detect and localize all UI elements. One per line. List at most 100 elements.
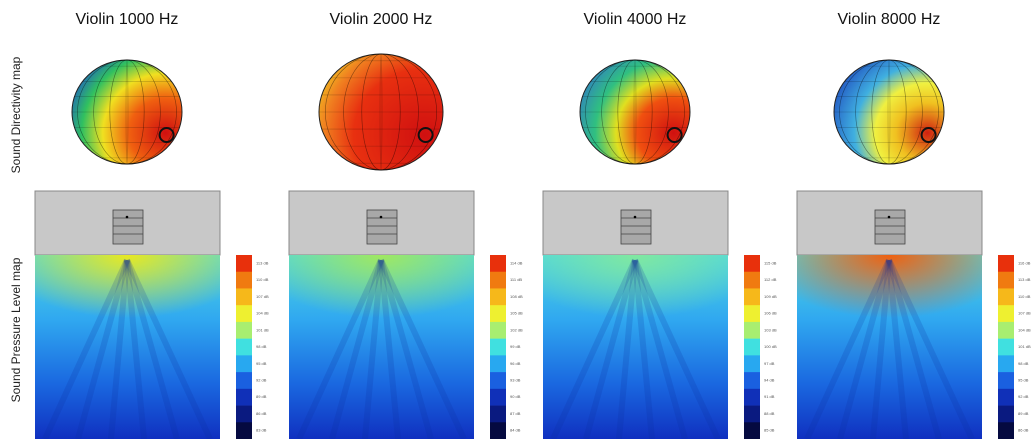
column-title: Violin 4000 Hz (584, 11, 687, 28)
colorbar-label: 86 dB (1018, 428, 1029, 433)
colorbar-label: 91 dB (764, 394, 775, 399)
colorbar-label: 94 dB (764, 378, 775, 383)
colorbar-swatch (490, 322, 506, 339)
colorbar-label: 113 dB (1018, 277, 1031, 282)
colorbar-swatch (490, 372, 506, 389)
colorbar-label: 98 dB (256, 344, 267, 349)
panel-column: Violin 2000 Hz114 dB111 dB108 dB105 dB10… (289, 11, 523, 439)
colorbar-label: 89 dB (256, 394, 267, 399)
colorbar-swatch (236, 322, 252, 339)
colorbar-swatch (998, 339, 1014, 356)
colorbar-swatch (236, 339, 252, 356)
colorbar-label: 102 dB (510, 327, 523, 332)
colorbar-swatch (236, 389, 252, 406)
source-point (634, 216, 637, 219)
colorbar-swatch (744, 355, 760, 372)
colorbar-swatch (744, 322, 760, 339)
colorbar-swatch (490, 406, 506, 423)
colorbar-swatch (744, 422, 760, 439)
colorbar-swatch (744, 389, 760, 406)
colorbar-label: 90 dB (510, 394, 521, 399)
colorbar-swatch (744, 288, 760, 305)
colorbar-label: 99 dB (510, 344, 521, 349)
colorbar-label: 85 dB (764, 428, 775, 433)
colorbar-label: 110 dB (256, 277, 269, 282)
colorbar-swatch (490, 355, 506, 372)
column-title: Violin 2000 Hz (330, 11, 433, 28)
colorbar-swatch (998, 255, 1014, 272)
colorbar-label: 103 dB (764, 327, 777, 332)
column-title: Violin 1000 Hz (76, 11, 179, 28)
row-label: Sound Directivity map (9, 56, 23, 173)
colorbar-swatch (998, 305, 1014, 322)
colorbar-swatch (236, 422, 252, 439)
colorbar-swatch (998, 322, 1014, 339)
colorbar-label: 86 dB (256, 411, 267, 416)
colorbar-swatch (236, 355, 252, 372)
colorbar-label: 89 dB (1018, 411, 1029, 416)
colorbar-label: 83 dB (256, 428, 267, 433)
colorbar-label: 100 dB (764, 344, 777, 349)
colorbar-swatch (998, 406, 1014, 423)
colorbar-swatch (998, 355, 1014, 372)
colorbar-label: 98 dB (1018, 361, 1029, 366)
source-icon (113, 210, 143, 244)
colorbar-label: 106 dB (764, 311, 777, 316)
colorbar-label: 109 dB (764, 294, 777, 299)
source-point (380, 216, 383, 219)
panel-column: Violin 8000 Hz 116 dB 113 dB 110 dB 107 dB 10… (797, 11, 1031, 439)
colorbar-swatch (236, 255, 252, 272)
colorbar-label: 107 dB (256, 294, 269, 299)
colorbar-label: 88 dB (764, 411, 775, 416)
colorbar-label: 96 dB (510, 361, 521, 366)
colorbar-label: 107 dB (1018, 311, 1031, 316)
colorbar-label: 114 dB (510, 260, 523, 265)
colorbar-swatch (490, 272, 506, 289)
colorbar-label: 111 dB (510, 277, 522, 282)
column-title: Violin 8000 Hz (838, 11, 941, 28)
colorbar-swatch (490, 288, 506, 305)
colorbar-swatch (236, 272, 252, 289)
colorbar-swatch (490, 339, 506, 356)
colorbar-label: 101 dB (1018, 344, 1031, 349)
source-point (126, 216, 129, 219)
colorbar-swatch (744, 255, 760, 272)
colorbar-label: 92 dB (256, 378, 267, 383)
colorbar-swatch (744, 372, 760, 389)
colorbar-swatch (998, 422, 1014, 439)
colorbar-label: 87 dB (510, 411, 521, 416)
colorbar-swatch (490, 305, 506, 322)
colorbar-swatch (490, 255, 506, 272)
colorbar-label: 110 dB (1018, 294, 1031, 299)
source-point (888, 216, 891, 219)
colorbar-swatch (744, 406, 760, 423)
source-icon (367, 210, 397, 244)
source-icon (621, 210, 651, 244)
colorbar-swatch (236, 288, 252, 305)
colorbar-swatch (998, 372, 1014, 389)
colorbar-label: 92 dB (1018, 394, 1029, 399)
colorbar-label: 97 dB (764, 361, 775, 366)
colorbar-label: 108 dB (510, 294, 523, 299)
row-label: Sound Pressure Level map (9, 257, 23, 402)
panel-column: Violin 1000 Hz 113 dB 110 dB 107 dB 104 dB 10… (35, 11, 269, 439)
colorbar-swatch (236, 305, 252, 322)
colorbar-swatch (998, 272, 1014, 289)
colorbar-label: 112 dB (764, 277, 777, 282)
colorbar-label: 104 dB (1018, 327, 1031, 332)
colorbar-swatch (744, 339, 760, 356)
colorbar-label: 116 dB (1018, 260, 1031, 265)
colorbar-label: 113 dB (256, 260, 269, 265)
colorbar-swatch (490, 422, 506, 439)
source-icon (875, 210, 905, 244)
colorbar-swatch (744, 272, 760, 289)
colorbar-label: 84 dB (510, 428, 521, 433)
colorbar-label: 93 dB (510, 378, 521, 383)
colorbar-swatch (236, 372, 252, 389)
colorbar-swatch (490, 389, 506, 406)
colorbar-label: 104 dB (256, 311, 269, 316)
figure: Sound Directivity map Sound Pressure Lev… (0, 0, 1035, 439)
colorbar-swatch (998, 288, 1014, 305)
colorbar-label: 101 dB (256, 327, 269, 332)
